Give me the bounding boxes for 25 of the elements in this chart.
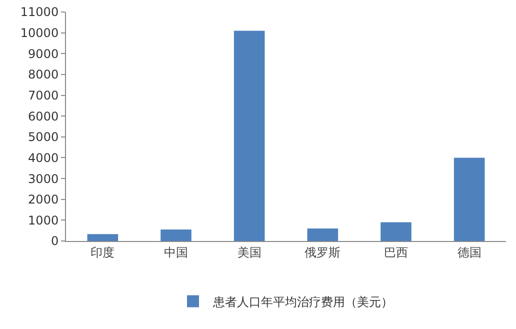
y-tick-label: 3000 bbox=[28, 172, 59, 186]
y-tick-label: 8000 bbox=[28, 68, 59, 82]
y-tick-label: 2000 bbox=[28, 192, 59, 207]
x-tick-label: 印度 bbox=[90, 245, 115, 260]
y-tick-label: 9000 bbox=[28, 46, 59, 61]
x-tick-label: 俄罗斯 bbox=[304, 245, 341, 260]
y-tick-label: 11000 bbox=[20, 5, 59, 20]
y-tick-label: 1000 bbox=[28, 213, 59, 228]
bar bbox=[307, 228, 338, 241]
x-tick-label: 德国 bbox=[457, 245, 482, 260]
y-tick-label: 6000 bbox=[28, 109, 59, 124]
bar bbox=[87, 234, 118, 241]
bar bbox=[380, 222, 412, 241]
bar bbox=[234, 30, 265, 241]
x-tick-label: 巴西 bbox=[384, 245, 408, 260]
y-tick-label: 0 bbox=[50, 234, 59, 248]
bar bbox=[454, 158, 485, 241]
x-tick-label: 美国 bbox=[237, 245, 262, 260]
y-tick-label: 10000 bbox=[20, 26, 59, 40]
legend-label: 患者人口年平均治疗费用（美元） bbox=[212, 294, 393, 309]
y-tick-label: 4000 bbox=[28, 150, 59, 165]
y-tick-label: 7000 bbox=[28, 88, 59, 102]
bar bbox=[160, 230, 192, 241]
x-tick-label: 中国 bbox=[164, 245, 188, 260]
y-tick-label: 5000 bbox=[28, 130, 59, 144]
